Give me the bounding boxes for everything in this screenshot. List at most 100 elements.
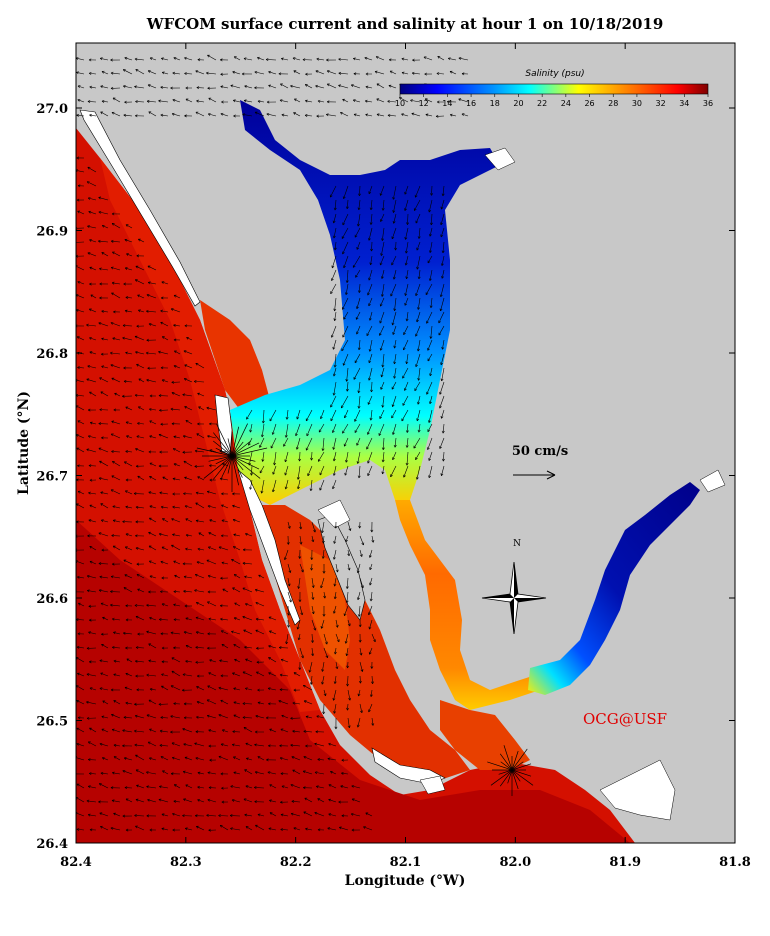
current-vector — [171, 670, 181, 677]
current-vector — [297, 479, 301, 489]
current-vector — [232, 587, 241, 593]
scale-vector-label: 50 cm/s — [512, 444, 568, 459]
current-vector-head — [182, 450, 186, 454]
current-vector-head — [206, 490, 210, 494]
current-vector-head — [230, 785, 234, 789]
current-vector-head — [305, 418, 309, 422]
current-vector — [76, 57, 85, 61]
current-vector — [333, 367, 337, 377]
current-vector-head — [184, 505, 188, 508]
current-vector-head — [439, 308, 443, 312]
current-vector-head — [183, 589, 186, 593]
current-vector — [183, 350, 193, 355]
current-vector-head — [367, 401, 371, 405]
current-vector — [417, 297, 421, 310]
current-vector — [369, 577, 373, 586]
current-vector — [254, 787, 265, 789]
current-vector — [369, 311, 373, 321]
current-vector — [219, 660, 229, 663]
current-vector-head — [158, 798, 162, 802]
current-vector — [148, 111, 157, 117]
current-vector-head — [161, 685, 164, 689]
current-vector — [290, 784, 301, 789]
current-vector — [394, 297, 397, 311]
current-vector — [354, 353, 361, 363]
current-vector-head — [159, 408, 162, 412]
current-vector — [311, 577, 314, 588]
current-vector — [283, 437, 289, 447]
current-vector-head — [147, 798, 150, 802]
current-vector-head — [429, 250, 432, 253]
current-vector — [146, 631, 157, 635]
current-vector — [359, 661, 363, 672]
current-vector — [124, 57, 133, 61]
current-vector — [244, 769, 253, 775]
current-vector — [149, 575, 157, 579]
current-vector — [347, 717, 350, 728]
current-vector-head — [98, 783, 102, 786]
current-vector — [255, 618, 265, 621]
current-vector-head — [364, 56, 368, 60]
current-vector-head — [160, 590, 163, 594]
current-vector-head — [368, 303, 371, 307]
current-vector — [172, 99, 181, 103]
current-vector — [138, 378, 145, 383]
current-vector-head — [323, 693, 327, 697]
current-vector — [172, 72, 181, 75]
current-vector-head — [347, 725, 351, 729]
current-vector-head — [428, 458, 432, 461]
current-vector-head — [425, 113, 429, 117]
current-vector-head — [342, 251, 345, 255]
current-vector — [231, 455, 240, 486]
current-vector-head — [87, 197, 91, 200]
current-vector-head — [207, 632, 210, 636]
current-vector-head — [161, 603, 165, 606]
current-vector-head — [100, 519, 104, 523]
current-vector — [149, 728, 157, 733]
current-vector — [231, 455, 243, 478]
current-vector-head — [297, 586, 301, 589]
current-vector-head — [197, 476, 201, 479]
current-vector-head — [136, 254, 140, 258]
current-vector — [90, 422, 97, 425]
current-vector-head — [185, 533, 189, 537]
current-vector-head — [99, 296, 102, 300]
current-vector-head — [331, 265, 335, 269]
current-vector-head — [112, 505, 116, 509]
current-vector — [184, 406, 193, 411]
current-vector-head — [76, 645, 80, 649]
current-vector-head — [331, 430, 335, 433]
current-vector — [365, 100, 373, 103]
current-vector-head — [332, 697, 336, 701]
current-vector-head — [392, 457, 395, 461]
current-vector-head — [406, 222, 410, 225]
current-vector-head — [387, 99, 390, 103]
current-vector — [76, 700, 85, 705]
current-vector-head — [101, 337, 104, 341]
current-vector — [367, 395, 373, 405]
current-vector — [161, 603, 169, 607]
current-vector-head — [160, 756, 164, 759]
current-vector — [369, 563, 373, 570]
current-vector — [170, 408, 181, 411]
current-vector — [88, 814, 97, 817]
current-vector — [334, 591, 337, 599]
current-vector-head — [231, 798, 235, 802]
x-axis-ticks: 82.4 82.3 82.2 82.1 82.0 81.9 81.8 — [60, 43, 751, 870]
current-vector-head — [137, 588, 141, 592]
current-vector-head — [290, 783, 294, 787]
current-vector — [215, 447, 233, 457]
current-vector — [218, 815, 229, 817]
current-vector-head — [311, 597, 315, 600]
current-vector — [125, 224, 133, 229]
current-vector-head — [356, 331, 359, 335]
current-vector — [285, 423, 289, 438]
current-vector-head — [258, 574, 262, 578]
caloosahatchee-islands — [699, 469, 726, 493]
current-vector-head — [146, 603, 149, 607]
current-vector — [149, 505, 157, 509]
current-vector — [158, 799, 169, 803]
current-vector — [381, 367, 385, 378]
current-vector-head — [125, 505, 129, 509]
current-vector-head — [428, 209, 432, 213]
